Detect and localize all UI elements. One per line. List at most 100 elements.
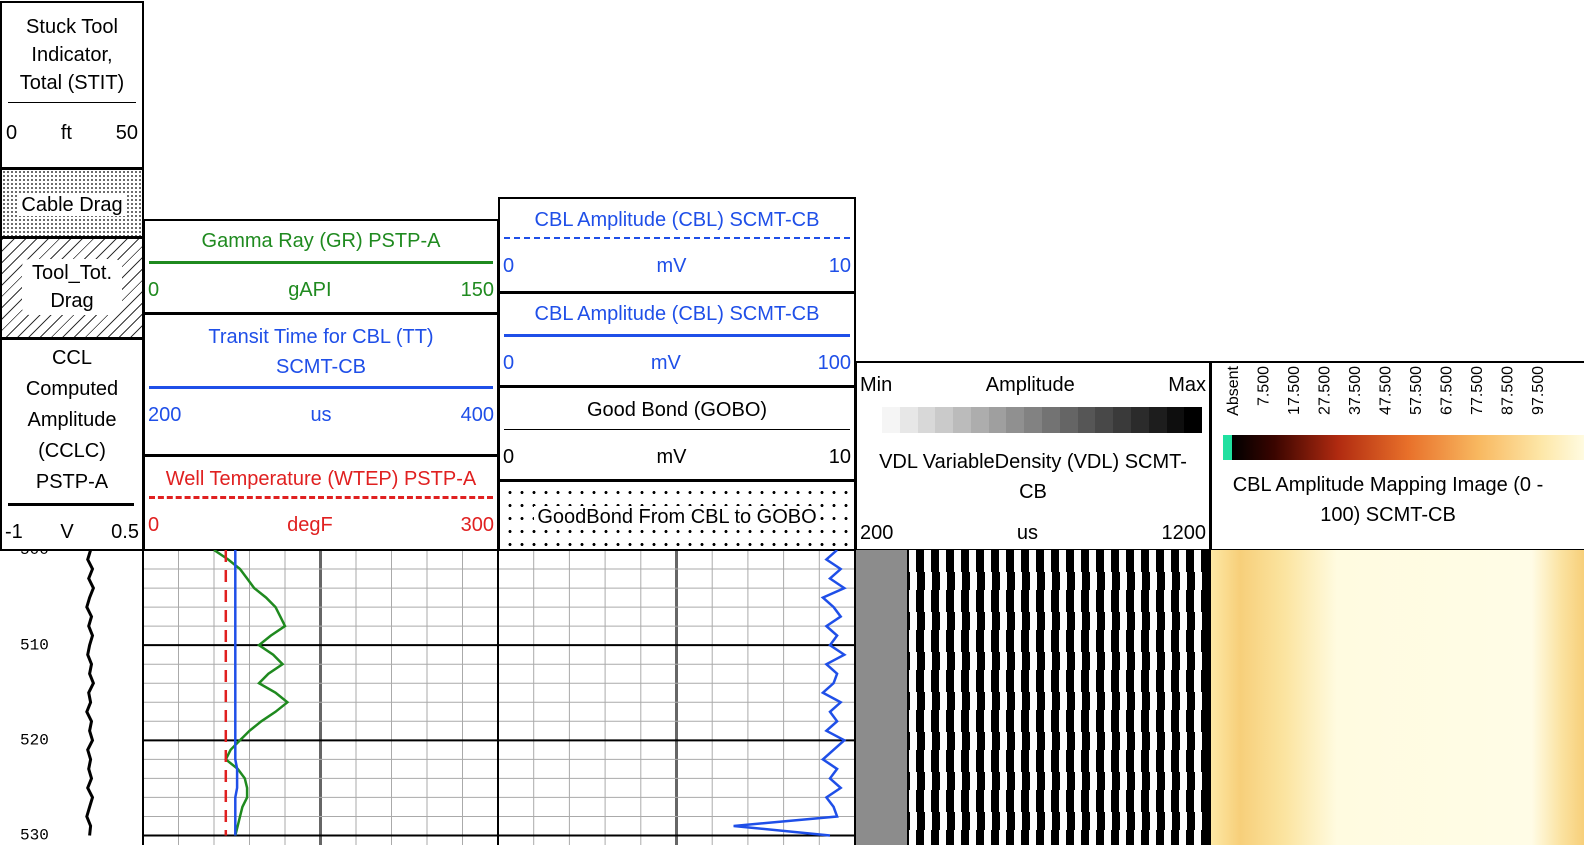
scale: 0 mV 10 [503, 445, 851, 469]
header-line [149, 386, 493, 389]
label: GoodBond From CBL to GOBO [534, 506, 820, 528]
header-line [8, 503, 134, 506]
cbl100-header: CBL Amplitude (CBL) SCMT-CB 0 mV 100 [498, 292, 856, 387]
scale-right: 100 [817, 352, 851, 374]
gray-swatch [1166, 407, 1185, 433]
scale-left: -1 [5, 521, 23, 543]
gray-swatch [917, 407, 936, 433]
depth-label: 510 [20, 636, 49, 654]
label: Tool_Tot. Drag [22, 259, 122, 315]
tt-curve [234, 550, 239, 836]
header-line [504, 237, 850, 239]
scale-unit: V [60, 521, 74, 543]
legend-label: 47.500 [1378, 366, 1395, 415]
header-title: Stuck Tool Indicator, Total (STIT) [19, 16, 125, 94]
gr-header: Gamma Ray (GR) PSTP-A 0 gAPI 150 [143, 219, 499, 314]
legend-label: 17.500 [1286, 366, 1303, 415]
scale-unit: mV [656, 255, 687, 277]
gray-swatch [1095, 407, 1114, 433]
log-tracks: 500 510 520 530 [20, 550, 1584, 845]
legend-label: 37.500 [1347, 366, 1364, 415]
scale: 200 us 1200 [860, 521, 1206, 545]
scale-right: 50 [115, 122, 138, 144]
legend-label: 7.500 [1256, 366, 1273, 406]
header-label: Cable Drag [2, 190, 142, 220]
scale-right: 400 [460, 404, 494, 426]
scale-right: 1200 [1161, 522, 1207, 544]
ccl-curve [85, 550, 96, 836]
gray-swatch [1042, 407, 1060, 433]
cable-drag-header: Cable Drag [0, 168, 144, 238]
scale-right: 300 [460, 514, 494, 536]
header-title: Good Bond (GOBO) [586, 399, 768, 421]
scale-left: 0 [503, 255, 515, 277]
gray-swatch [1024, 407, 1043, 433]
scale: 200 us 400 [148, 403, 494, 427]
absent-swatch [1223, 435, 1232, 460]
scale-left: 200 [860, 522, 894, 544]
scale: 0 mV 100 [503, 351, 851, 375]
goodbond-header: GoodBond From CBL to GOBO [498, 480, 856, 551]
header-line [149, 261, 493, 264]
map-legend: Absent 7.500 17.500 27.500 37.500 47.500 57.50… [1223, 365, 1584, 460]
scale-unit: us [1016, 522, 1038, 544]
gobo-header: Good Bond (GOBO) 0 mV 10 [498, 386, 856, 481]
legend-label: 77.500 [1469, 366, 1486, 415]
scale: 0 ft 50 [6, 121, 138, 145]
scale-right: 0.5 [111, 521, 139, 543]
gr-curve [213, 550, 290, 836]
scale: 0 degF 300 [148, 513, 494, 537]
legend-label: 67.500 [1439, 366, 1456, 415]
tool-drag-header: Tool_Tot. Drag [0, 237, 144, 339]
scale-left: 200 [148, 404, 182, 426]
scale-right: 10 [828, 255, 851, 277]
vdl-image [907, 550, 1210, 845]
scale-unit: mV [650, 352, 681, 374]
header-title: Well Temperature (WTEP) PSTP-A [165, 468, 477, 490]
stit-header: Stuck Tool Indicator, Total (STIT) 0 ft 50 [0, 1, 144, 169]
legend-label: 57.500 [1408, 366, 1425, 415]
scale-left: 0 [503, 352, 515, 374]
header-title: CBL Amplitude Mapping Image (0 - 100) SC… [1232, 474, 1544, 526]
scale-left: 0 [148, 514, 160, 536]
gray-swatch [1130, 407, 1149, 433]
header-title: Gamma Ray (GR) PSTP-A [201, 230, 441, 252]
label: Cable Drag [18, 194, 126, 216]
header-line [504, 429, 850, 430]
scale-left: 0 [148, 279, 160, 301]
header-line [504, 334, 850, 337]
gray-swatch [1113, 407, 1131, 433]
scale-unit: ft [60, 122, 72, 144]
tt-header: Transit Time for CBL (TT) SCMT-CB 200 us 4… [143, 313, 499, 456]
gray-swatch [1148, 407, 1167, 433]
gray-swatch [1184, 407, 1203, 433]
legend-label: 27.500 [1317, 366, 1334, 415]
gray-swatch [1059, 407, 1078, 433]
gray-swatch [882, 407, 900, 433]
scale-unit: mV [656, 446, 687, 468]
amplitude-row: Min Amplitude Max [860, 373, 1206, 397]
header-title: CBL Amplitude (CBL) SCMT-CB [534, 303, 820, 325]
cbl-map-header: Absent 7.500 17.500 27.500 37.500 47.500 57.50… [1210, 361, 1584, 551]
vdl-background [855, 550, 907, 845]
scale-unit: gAPI [288, 279, 332, 301]
scale-left: 0 [503, 446, 515, 468]
vdl-header: Min Amplitude Max VDL VariableDensity (VDL… [855, 361, 1211, 551]
header-title: CCL Computed Amplitude (CCLC) PSTP-A [25, 347, 119, 493]
scale-unit: degF [287, 514, 333, 536]
scale: 0 gAPI 150 [148, 278, 494, 302]
header-title: CBL Amplitude (CBL) SCMT-CB [534, 209, 820, 231]
scale: -1 V 0.5 [5, 520, 139, 544]
legend-label: 97.500 [1530, 366, 1547, 415]
gray-swatch [899, 407, 918, 433]
cbl100-curve [733, 550, 847, 837]
header-title: Transit Time for CBL (TT) SCMT-CB [208, 326, 434, 378]
cbl-map-image [1210, 550, 1584, 845]
scale-right: 10 [828, 446, 851, 468]
cbl10-header: CBL Amplitude (CBL) SCMT-CB 0 mV 10 [498, 197, 856, 293]
gray-swatch [1006, 407, 1025, 433]
header-title: VDL VariableDensity (VDL) SCMT-CB [879, 451, 1187, 503]
scale-unit: us [310, 404, 332, 426]
gray-swatch [935, 407, 954, 433]
